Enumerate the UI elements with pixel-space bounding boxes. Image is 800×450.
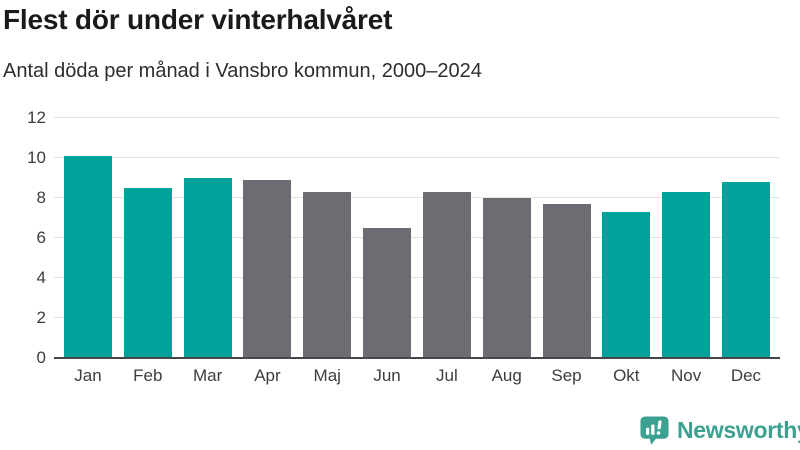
y-axis-tick-label: 8	[36, 188, 46, 207]
bar-dec	[721, 182, 770, 358]
x-axis-label-aug: Aug	[491, 366, 522, 385]
gridline	[54, 157, 780, 158]
y-axis-tick-label: 6	[36, 228, 46, 247]
y-axis-tick-label: 10	[27, 148, 46, 167]
x-axis-label-okt: Okt	[613, 366, 640, 385]
x-axis-label-apr: Apr	[254, 366, 281, 385]
gridline	[54, 317, 780, 318]
newsworthy-logo-text: Newsworthy	[677, 417, 800, 443]
x-axis-label-nov: Nov	[671, 366, 702, 385]
bar-jul	[422, 192, 471, 358]
x-axis-label-jun: Jun	[373, 366, 401, 385]
y-axis-labels: 0 2 4 6 8 10 12	[0, 108, 46, 367]
y-axis-tick-label: 2	[36, 308, 46, 327]
bar-jun	[363, 228, 412, 358]
y-axis-tick-label: 0	[36, 348, 46, 367]
gridline	[54, 117, 780, 118]
y-axis-tick-label: 4	[36, 268, 46, 287]
newsworthy-logo: Newsworthy	[639, 414, 800, 446]
bar-mar	[183, 178, 232, 358]
x-axis-labels: Jan Feb Mar Apr Maj Jun Jul Aug Sep Okt Nov Dec	[54, 366, 780, 386]
x-axis-label-feb: Feb	[133, 366, 163, 385]
x-axis-baseline	[54, 357, 780, 359]
bar-chart-speech-bubble-icon	[640, 415, 669, 445]
x-axis-label-jul: Jul	[436, 366, 458, 385]
x-axis-label-mar: Mar	[192, 366, 223, 385]
bar-apr	[243, 180, 292, 358]
x-axis-label-maj: Maj	[313, 366, 341, 385]
bar-maj	[303, 192, 352, 358]
bar-feb	[123, 188, 172, 358]
gridline	[54, 197, 780, 198]
y-axis-tick-label: 12	[27, 108, 46, 127]
chart-title: Flest dör under vinterhalvåret	[3, 4, 393, 35]
plot-area	[54, 117, 780, 359]
chart-subtitle: Antal döda per månad i Vansbro kommun, 2…	[3, 60, 482, 82]
x-axis-label-jan: Jan	[74, 366, 102, 385]
gridline	[54, 237, 780, 238]
bar-nov	[662, 192, 711, 358]
x-axis-label-dec: Dec	[730, 366, 762, 385]
bar-sep	[542, 204, 591, 358]
x-axis-label-sep: Sep	[551, 366, 582, 385]
gridline	[54, 277, 780, 278]
bar-jan	[64, 156, 112, 358]
bar-aug	[482, 198, 531, 358]
bar-series	[54, 118, 780, 358]
bar-okt	[602, 212, 651, 358]
